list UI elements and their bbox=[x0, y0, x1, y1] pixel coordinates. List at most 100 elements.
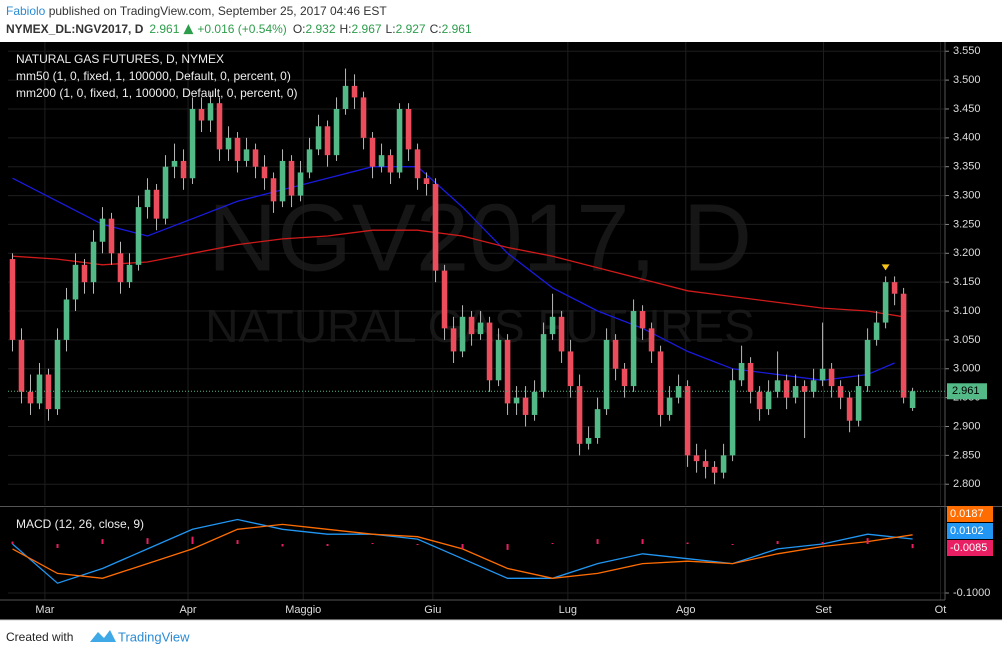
candle-body bbox=[9, 259, 16, 340]
legend-entry: mm50 (1, 0, fixed, 1, 100000, Default, 0… bbox=[16, 69, 291, 83]
brand[interactable]: TradingView bbox=[118, 629, 190, 644]
y-tick-label: 3.400 bbox=[953, 132, 981, 144]
candle-body bbox=[36, 374, 43, 404]
candle-body bbox=[603, 339, 610, 410]
candle-body bbox=[135, 207, 142, 265]
candle-body bbox=[432, 184, 439, 271]
candle-body bbox=[396, 108, 403, 173]
candle-body bbox=[900, 293, 907, 398]
y-tick-label: -0.1000 bbox=[953, 587, 990, 599]
candle-body bbox=[558, 316, 565, 352]
candle-body bbox=[414, 149, 421, 179]
candle-body bbox=[279, 160, 286, 202]
candle-body bbox=[198, 108, 205, 121]
y-tick-label: 3.450 bbox=[953, 103, 981, 115]
line bbox=[12, 229, 904, 318]
line bbox=[12, 166, 895, 381]
candle-body bbox=[693, 455, 700, 462]
y-tick-label: 2.850 bbox=[953, 449, 981, 461]
candle-body bbox=[315, 126, 322, 150]
candle-body bbox=[684, 386, 691, 456]
histogram-bar bbox=[776, 541, 779, 545]
candle-body bbox=[711, 466, 718, 473]
histogram-bar bbox=[911, 544, 914, 549]
y-tick-label: 3.050 bbox=[953, 334, 981, 346]
histogram-bar bbox=[236, 540, 239, 545]
symbol: NYMEX_DL:NGV2017, D bbox=[6, 22, 144, 36]
candle-body bbox=[189, 108, 196, 179]
candle-body bbox=[594, 409, 601, 439]
candle-body bbox=[477, 322, 484, 335]
candle-body bbox=[81, 264, 88, 283]
candle-body bbox=[765, 391, 772, 410]
x-tick-label: Ot bbox=[935, 604, 947, 616]
histogram-bar bbox=[56, 544, 59, 548]
candle-body bbox=[306, 149, 313, 173]
histogram-bar bbox=[281, 544, 284, 547]
candle-body bbox=[774, 380, 781, 392]
author[interactable]: Fabiolo bbox=[6, 4, 46, 18]
up-arrow bbox=[183, 24, 194, 35]
candle-body bbox=[576, 386, 583, 444]
candle-body bbox=[648, 328, 655, 352]
close: 2.961 bbox=[442, 22, 472, 36]
low-label: L: bbox=[386, 22, 396, 36]
candle-body bbox=[54, 339, 61, 410]
candle-body bbox=[657, 351, 664, 415]
last-value-label: 0.0102 bbox=[950, 525, 984, 537]
x-tick-label: Set bbox=[815, 604, 832, 616]
tv-logo[interactable] bbox=[90, 630, 116, 642]
candle-body bbox=[27, 391, 34, 404]
candle-body bbox=[846, 397, 853, 421]
chart-title: MACD (12, 26, close, 9) bbox=[16, 517, 144, 531]
candle-body bbox=[549, 316, 556, 335]
candle-body bbox=[63, 299, 70, 340]
candle-body bbox=[216, 103, 223, 150]
candle-body bbox=[144, 189, 151, 208]
histogram-bar bbox=[371, 543, 374, 545]
x-tick-label: Giu bbox=[424, 604, 441, 616]
candle-body bbox=[666, 397, 673, 415]
candle-body bbox=[387, 155, 394, 173]
histogram-bar bbox=[641, 539, 644, 545]
candle-body bbox=[45, 374, 52, 410]
legend-entry: mm200 (1, 0, fixed, 1, 100000, Default, … bbox=[16, 86, 298, 100]
candle-body bbox=[351, 85, 358, 98]
candle-body bbox=[378, 155, 385, 167]
y-tick-label: 3.250 bbox=[953, 218, 981, 230]
histogram-bar bbox=[866, 538, 869, 545]
close-label: C: bbox=[430, 22, 442, 36]
candle-body bbox=[585, 438, 592, 444]
y-tick-label: 3.500 bbox=[953, 74, 981, 86]
high: 2.967 bbox=[352, 22, 382, 36]
open: 2.932 bbox=[305, 22, 335, 36]
candle-body bbox=[270, 178, 277, 202]
candle-body bbox=[297, 172, 304, 196]
candle-body bbox=[729, 380, 736, 456]
chart-title: NATURAL GAS FUTURES, D, NYMEX bbox=[16, 52, 224, 66]
candle-body bbox=[450, 328, 457, 352]
candle-body bbox=[540, 334, 547, 392]
candle-body bbox=[459, 316, 466, 352]
candle-body bbox=[702, 461, 709, 467]
open-label: O: bbox=[293, 22, 306, 36]
candle-body bbox=[252, 149, 259, 167]
candle-body bbox=[333, 108, 340, 156]
last-value-label: 2.961 bbox=[952, 385, 980, 397]
histogram-bar bbox=[416, 544, 419, 545]
candle-body bbox=[72, 264, 79, 300]
candle-body bbox=[747, 362, 754, 392]
y-tick-label: 3.300 bbox=[953, 189, 981, 201]
candle-body bbox=[837, 386, 844, 398]
publish-line: Fabiolo published on TradingView.com, Se… bbox=[6, 4, 387, 18]
last-value-box bbox=[947, 383, 987, 400]
candle-body bbox=[261, 166, 268, 179]
candle-body bbox=[18, 339, 25, 392]
x-tick-label: Lug bbox=[559, 604, 577, 616]
histogram-bar bbox=[596, 539, 599, 545]
candle-body bbox=[864, 339, 871, 387]
candle-body bbox=[810, 380, 817, 392]
candle-body bbox=[468, 316, 475, 335]
x-tick-label: Ago bbox=[676, 604, 696, 616]
